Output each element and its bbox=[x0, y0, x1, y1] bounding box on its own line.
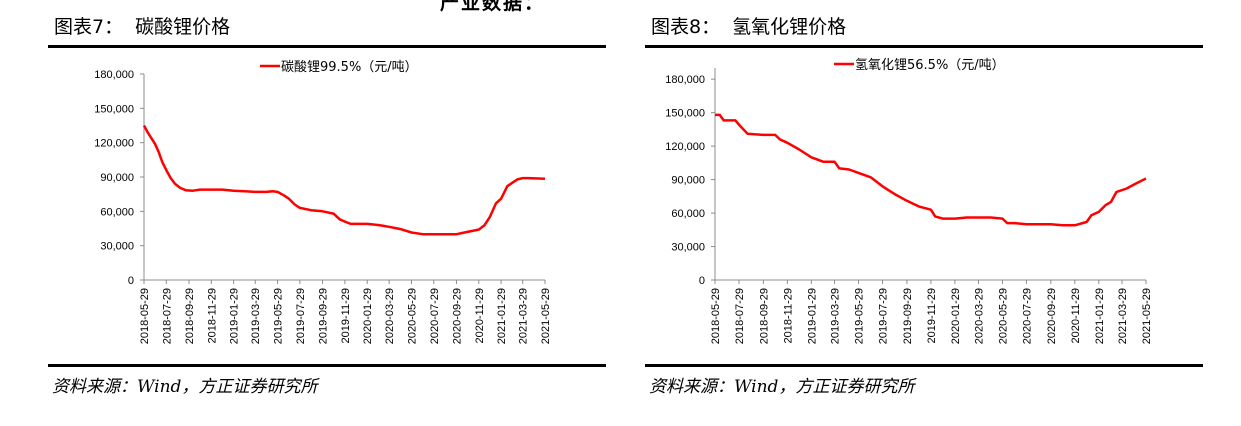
y-tick-label: 150,000 bbox=[665, 108, 705, 120]
x-tick-label: 2019-03-29 bbox=[250, 288, 262, 344]
x-tick-label: 2021-01-29 bbox=[1094, 288, 1106, 344]
series-line bbox=[142, 124, 546, 236]
x-tick-label: 2019-11-29 bbox=[340, 288, 352, 343]
x-tick-label: 2021-03-29 bbox=[1117, 288, 1129, 344]
y-tick-label: 30,000 bbox=[100, 241, 134, 253]
legend-label: 碳酸锂99.5%（元/吨） bbox=[281, 60, 418, 75]
x-tick-label: 2019-05-29 bbox=[854, 288, 866, 344]
x-tick-label: 2019-01-29 bbox=[806, 288, 818, 344]
series-line bbox=[715, 113, 1147, 227]
x-tick-label: 2020-03-29 bbox=[384, 288, 396, 344]
top-rule bbox=[645, 45, 1203, 48]
x-tick-label: 2019-01-29 bbox=[229, 288, 241, 344]
top-fragment-text: 产业数据： bbox=[440, 0, 546, 14]
x-tick-label: 2018-05-29 bbox=[139, 288, 151, 344]
figure-panel-lithium-hydroxide: 图表8： 氢氧化锂价格 0 30,000 60,000 90,000 120,000 15… bbox=[645, 0, 1205, 426]
x-tick-label: 2021-03-29 bbox=[518, 288, 530, 344]
x-tick-label: 2019-05-29 bbox=[273, 288, 285, 344]
x-tick-label: 2019-09-29 bbox=[318, 288, 330, 344]
y-tick-label: 180,000 bbox=[94, 69, 134, 81]
x-tick-label: 2019-09-29 bbox=[902, 288, 914, 344]
x-tick-label: 2018-07-29 bbox=[161, 288, 173, 344]
x-tick-label: 2020-11-29 bbox=[474, 288, 486, 343]
x-tick-label: 2020-07-29 bbox=[429, 288, 441, 344]
source-note: 资料来源：Wind，方正证券研究所 bbox=[52, 377, 318, 397]
x-tick-label: 2019-03-29 bbox=[830, 288, 842, 344]
x-tick-label: 2020-05-29 bbox=[997, 288, 1009, 344]
x-tick-label: 2020-03-29 bbox=[973, 288, 985, 344]
top-rule bbox=[48, 45, 606, 48]
x-tick-label: 2021-05-29 bbox=[540, 288, 552, 344]
legend-label: 氢氧化锂56.5%（元/吨） bbox=[855, 58, 1005, 73]
x-tick-label: 2018-05-29 bbox=[710, 288, 722, 344]
y-tick-label: 90,000 bbox=[100, 172, 134, 184]
source-note: 资料来源：Wind，方正证券研究所 bbox=[649, 377, 915, 397]
figure-title: 图表7： 碳酸锂价格 bbox=[54, 16, 231, 38]
figure-title: 图表8： 氢氧化锂价格 bbox=[651, 16, 847, 38]
x-tick-label: 2021-01-29 bbox=[496, 288, 508, 344]
y-tick-label: 30,000 bbox=[671, 242, 705, 254]
x-tick-label: 2019-07-29 bbox=[878, 288, 890, 344]
x-tick-label: 2020-05-29 bbox=[406, 288, 418, 344]
y-tick-label: 0 bbox=[699, 275, 705, 287]
x-tick-label: 2021-05-29 bbox=[1141, 288, 1153, 344]
figure-panel-lithium-carbonate: 图表7： 碳酸锂价格 0 30,000 60,000 90,000 120,000 150… bbox=[48, 0, 608, 426]
x-tick-label: 2019-11-29 bbox=[926, 288, 938, 343]
y-tick-label: 120,000 bbox=[665, 141, 705, 153]
line-chart-lithium-carbonate: 0 30,000 60,000 90,000 120,000 150,000 180,000… bbox=[94, 60, 552, 344]
x-tick-label: 2020-01-29 bbox=[362, 288, 374, 344]
x-tick-label: 2019-07-29 bbox=[295, 288, 307, 344]
y-tick-label: 60,000 bbox=[100, 206, 134, 218]
y-tick-label: 60,000 bbox=[671, 208, 705, 220]
x-tick-label: 2020-09-29 bbox=[451, 288, 463, 344]
x-tick-label: 2018-09-29 bbox=[184, 288, 196, 344]
x-tick-label: 2020-11-29 bbox=[1070, 288, 1082, 343]
bottom-rule bbox=[645, 364, 1203, 367]
y-tick-label: 180,000 bbox=[665, 74, 705, 86]
x-tick-label: 2018-09-29 bbox=[758, 288, 770, 344]
y-tick-label: 150,000 bbox=[94, 103, 134, 115]
x-tick-label: 2020-09-29 bbox=[1046, 288, 1058, 344]
line-chart-lithium-hydroxide: 0 30,000 60,000 90,000 120,000 150,000 180,000… bbox=[665, 58, 1153, 344]
y-tick-label: 0 bbox=[128, 275, 134, 287]
x-tick-label: 2018-07-29 bbox=[734, 288, 746, 344]
x-tick-label: 2020-07-29 bbox=[1021, 288, 1033, 344]
y-tick-label: 90,000 bbox=[671, 175, 705, 187]
y-tick-label: 120,000 bbox=[94, 138, 134, 150]
x-tick-label: 2018-11-29 bbox=[782, 288, 794, 343]
x-tick-label: 2018-11-29 bbox=[206, 288, 218, 343]
x-tick-label: 2020-01-29 bbox=[950, 288, 962, 344]
bottom-rule bbox=[48, 364, 606, 367]
